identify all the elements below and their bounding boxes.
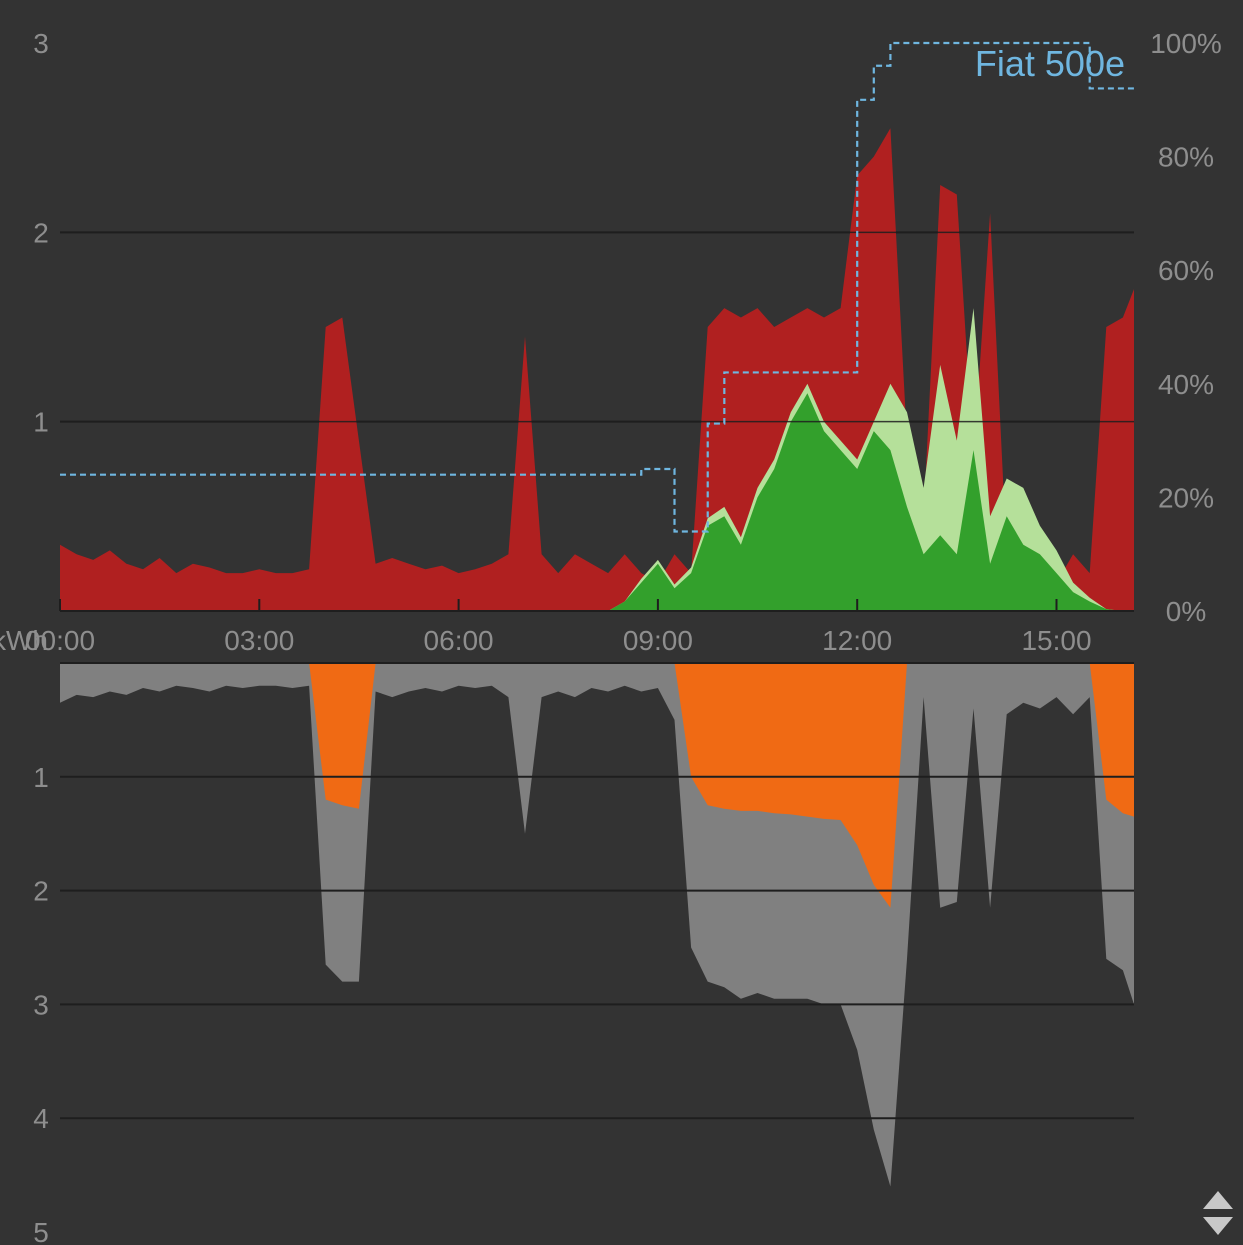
production-areas [60, 128, 1134, 611]
consumption-y-tick-label: 3 [33, 989, 49, 1020]
solar-self-use-area [60, 393, 1134, 611]
soc-y-tick-label: 20% [1158, 482, 1214, 513]
time-tick-label: 09:00 [623, 625, 693, 656]
ev-soc-path [60, 41, 1134, 533]
production-y-axis: 1 2 3 [33, 28, 49, 438]
consumption-area [60, 663, 1134, 1187]
time-tick-label: 03:00 [224, 625, 294, 656]
consumption-gridlines [60, 662, 1134, 1120]
soc-y-tick-label: 80% [1158, 142, 1214, 173]
consumption-y-tick-label: 5 [33, 1217, 49, 1245]
consumption-y-tick-label: 2 [33, 876, 49, 907]
consumption-y-tick-label: 1 [33, 762, 49, 793]
resize-handle[interactable] [1201, 1189, 1235, 1237]
ev-legend-label: Fiat 500e [975, 43, 1125, 84]
consumption-y-axis: 1 2 3 4 5 [33, 762, 49, 1245]
soc-y-tick-label: 0% [1166, 596, 1206, 627]
soc-y-tick-label: 100% [1150, 28, 1222, 59]
consumption-y-tick-label: 4 [33, 1103, 49, 1134]
time-tick-label: 15:00 [1021, 625, 1091, 656]
resize-vertical-icon [1203, 1191, 1233, 1235]
production-y-tick-label: 1 [33, 407, 49, 438]
ev-soc-line [60, 41, 1134, 533]
consumption-areas [60, 663, 1134, 1187]
time-axis: 00:00 03:00 06:00 09:00 12:00 15:00 kWh [0, 599, 1092, 656]
production-gridlines-overlay [60, 231, 1134, 612]
soc-y-tick-label: 40% [1158, 369, 1214, 400]
time-tick-label: 00:00 [25, 625, 95, 656]
production-y-tick-label: 2 [33, 217, 49, 248]
production-y-tick-label: 3 [33, 28, 49, 59]
soc-y-axis: 0% 20% 40% 60% 80% 100% [1150, 28, 1222, 627]
time-tick-label: 12:00 [822, 625, 892, 656]
time-tick-label: 06:00 [424, 625, 494, 656]
kwh-unit-label: kWh [0, 625, 48, 656]
soc-y-tick-label: 60% [1158, 255, 1214, 286]
battery-discharge-area [60, 663, 1134, 908]
